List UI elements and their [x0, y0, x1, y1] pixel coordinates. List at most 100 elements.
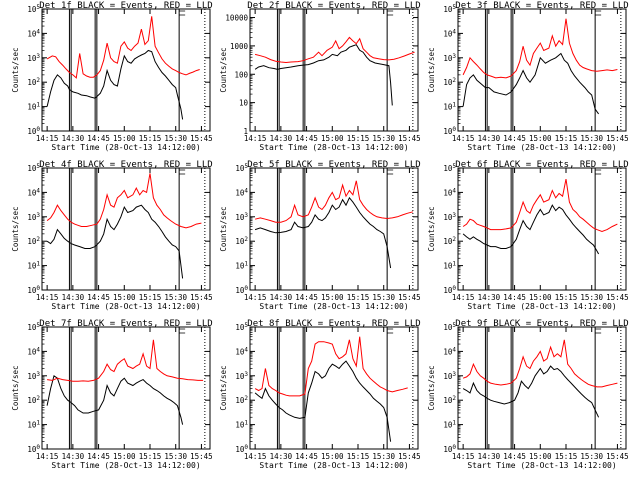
x-tick-label: 15:00: [529, 452, 552, 461]
y-tick-label: 105: [443, 322, 456, 332]
y-axis-label: Counts/sec: [427, 365, 436, 410]
x-tick-label: 14:45: [503, 134, 526, 143]
x-tick-label: 15:30: [372, 452, 395, 461]
y-tick-label: 104: [27, 187, 40, 197]
y-tick-label: 103: [27, 212, 40, 222]
x-tick-label: 15:15: [555, 134, 578, 143]
y-tick-label: 104: [27, 346, 40, 356]
series-line-red: [254, 180, 414, 223]
series-line-black: [254, 360, 392, 442]
y-axis-label: Counts/sec: [219, 365, 228, 410]
x-tick-label: 15:30: [580, 293, 603, 302]
x-tick-label: 14:15: [244, 452, 267, 461]
chart-panel-2: 1 10 100 1000 10000 14:15 14:30 14:45 15:00 15:15…: [219, 1, 421, 152]
x-axis-label: Start Time (28-Oct-13 14:12:00): [259, 302, 408, 311]
y-tick-label: 104: [235, 346, 248, 356]
series-line-black: [254, 44, 393, 106]
y-tick-label: 101: [443, 261, 456, 271]
x-tick-label: 15:15: [555, 452, 578, 461]
plot-frame: [41, 8, 211, 132]
x-tick-label: 15:15: [347, 452, 370, 461]
x-tick-label: 15:30: [580, 134, 603, 143]
x-tick-label: 15:30: [164, 293, 187, 302]
marker-flag: [179, 328, 186, 334]
x-tick-label: 14:45: [503, 452, 526, 461]
x-tick-label: 15:45: [398, 134, 421, 143]
series-line-red: [47, 339, 204, 382]
y-tick-label: 100: [234, 70, 248, 79]
y-tick-label: 103: [443, 371, 456, 381]
y-axis-label: Counts/sec: [427, 206, 436, 251]
y-tick-label: 105: [235, 322, 248, 332]
x-tick-label: 14:45: [295, 452, 318, 461]
series-line-black: [254, 196, 392, 269]
y-tick-label: 101: [235, 420, 248, 430]
x-tick-label: 15:00: [113, 293, 136, 302]
y-axis-label: Counts/sec: [219, 206, 228, 251]
x-tick-label: 14:15: [36, 293, 59, 302]
x-tick-label: 14:15: [452, 293, 475, 302]
y-tick-label: 105: [235, 163, 248, 173]
plot-frame: [457, 8, 627, 132]
y-tick-label: 104: [443, 28, 456, 38]
series-line-black: [46, 374, 184, 425]
x-tick-label: 15:00: [529, 293, 552, 302]
x-tick-label: 14:45: [87, 134, 110, 143]
y-axis-label: Counts/sec: [427, 47, 436, 92]
marker-flag: [387, 169, 394, 175]
x-tick-label: 14:30: [270, 452, 293, 461]
x-tick-label: 14:30: [270, 293, 293, 302]
x-tick-label: 15:00: [113, 134, 136, 143]
y-tick-label: 1000: [230, 42, 249, 51]
x-axis-label: Start Time (28-Oct-13 14:12:00): [467, 302, 616, 311]
plot-frame: [457, 326, 627, 450]
chart-title: Det 1f BLACK = Events, RED = LLD: [39, 1, 212, 11]
x-axis-label: Start Time (28-Oct-13 14:12:00): [259, 143, 408, 152]
x-tick-label: 14:30: [62, 293, 85, 302]
chart-title: Det 7f BLACK = Events, RED = LLD: [39, 319, 212, 329]
x-tick-label: 15:45: [190, 134, 213, 143]
x-tick-label: 15:15: [139, 293, 162, 302]
y-tick-label: 102: [443, 77, 456, 87]
marker-flag: [179, 10, 186, 16]
x-tick-label: 15:00: [321, 293, 344, 302]
series-line-black: [462, 204, 600, 255]
y-tick-label: 101: [27, 102, 40, 112]
x-tick-label: 14:30: [270, 134, 293, 143]
y-tick-label: 102: [27, 236, 40, 246]
x-tick-label: 14:30: [478, 134, 501, 143]
plot-frame: [249, 8, 419, 132]
x-tick-label: 15:30: [372, 293, 395, 302]
plot-frame: [249, 167, 419, 291]
x-tick-label: 15:30: [580, 452, 603, 461]
x-tick-label: 14:45: [503, 293, 526, 302]
y-tick-label: 102: [27, 395, 40, 405]
y-tick-label: 103: [27, 371, 40, 381]
y-tick-label: 102: [443, 236, 456, 246]
x-tick-label: 15:45: [606, 134, 629, 143]
chart-title: Det 6f BLACK = Events, RED = LLD: [455, 160, 628, 170]
y-axis-label: Counts/sec: [11, 365, 20, 410]
x-tick-label: 14:15: [36, 452, 59, 461]
x-tick-label: 14:30: [478, 452, 501, 461]
y-tick-label: 10: [239, 99, 249, 108]
y-tick-label: 100: [27, 444, 40, 454]
plot-frame: [457, 167, 627, 291]
y-tick-label: 101: [443, 420, 456, 430]
x-axis-label: Start Time (28-Oct-13 14:12:00): [51, 302, 200, 311]
y-tick-label: 100: [443, 126, 456, 136]
y-tick-label: 101: [443, 102, 456, 112]
y-tick-label: 100: [443, 444, 456, 454]
x-tick-label: 15:15: [347, 293, 370, 302]
x-tick-label: 15:00: [321, 452, 344, 461]
y-tick-label: 101: [27, 420, 40, 430]
x-axis-label: Start Time (28-Oct-13 14:12:00): [51, 143, 200, 152]
series-line-red: [254, 36, 415, 64]
plot-frame: [41, 326, 211, 450]
